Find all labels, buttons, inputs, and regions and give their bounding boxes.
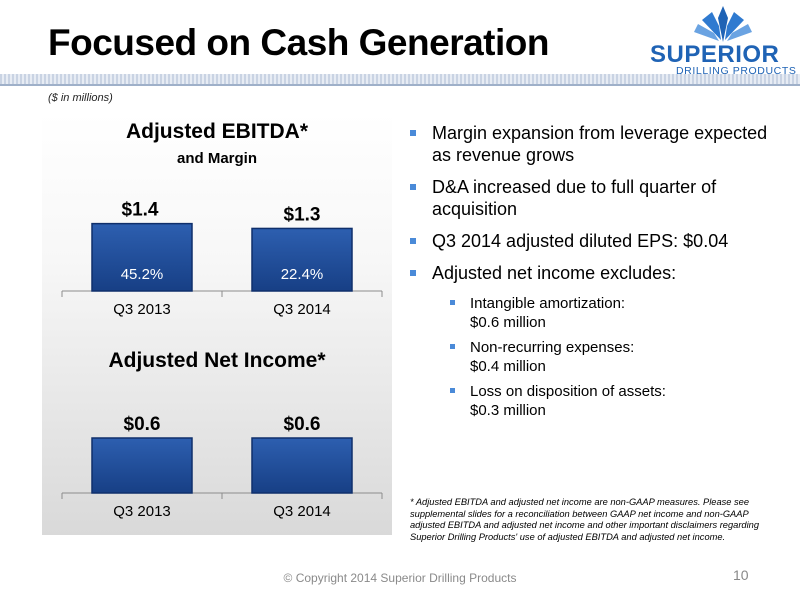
bullet-list: Margin expansion from leverage expected … [410, 122, 790, 426]
page-number: 10 [733, 567, 749, 583]
sub-bullet-line: Loss on disposition of assets: [470, 383, 666, 400]
bullet-item: D&A increased due to full quarter of acq… [410, 176, 790, 220]
x-tick-label: Q3 2014 [273, 503, 331, 520]
sub-bullet-line: $0.3 million [470, 402, 546, 419]
bullet-item: Adjusted net income excludes: [410, 262, 790, 284]
ebitda-chart: $1.4 45.2% Q3 2013 $1.3 22.4% Q3 2014 [61, 173, 383, 423]
bar-value-label: $0.6 [124, 414, 161, 435]
x-tick-label: Q3 2013 [113, 503, 171, 520]
bullet-item: Q3 2014 adjusted diluted EPS: $0.04 [410, 230, 790, 252]
drill-bit-logo-icon [694, 6, 752, 42]
sub-bullet-item: Intangible amortization: $0.6 million [450, 294, 790, 332]
slide-title: Focused on Cash Generation [48, 22, 549, 63]
ebitda-chart-subtitle: and Margin [176, 150, 257, 167]
x-tick-label: Q3 2014 [273, 301, 331, 318]
bar [91, 222, 193, 292]
bar [91, 437, 193, 494]
bullet-item: Margin expansion from leverage expected … [410, 122, 790, 166]
sub-bullet-line: $0.6 million [470, 314, 546, 331]
sub-bullet-line: $0.4 million [470, 358, 546, 375]
bar-margin-label: 22.4% [281, 266, 324, 283]
net-income-chart-svg: $0.6 Q3 2013 $0.6 Q3 2014 [61, 414, 383, 520]
ebitda-chart-svg: $1.4 45.2% Q3 2013 $1.3 22.4% Q3 2014 [61, 200, 383, 318]
sub-bullet-line: Intangible amortization: [470, 295, 626, 312]
x-tick-label: Q3 2013 [113, 301, 171, 318]
sub-bullet-item: Loss on disposition of assets: $0.3 mill… [450, 382, 790, 420]
bar-value-label: $0.6 [284, 414, 321, 435]
net-income-chart-title: Adjusted Net Income* [108, 349, 326, 372]
bar [251, 227, 353, 292]
bar [251, 437, 353, 494]
sub-bullet-line: Non-recurring expenses: [470, 339, 635, 356]
units-note: ($ in millions) [48, 92, 113, 104]
copyright: © Copyright 2014 Superior Drilling Produ… [283, 571, 517, 585]
footnote: * Adjusted EBITDA and adjusted net incom… [410, 497, 759, 542]
net-income-chart: $0.6 Q3 2013 $0.6 Q3 2014 [61, 393, 383, 553]
bar-value-label: $1.4 [122, 200, 159, 221]
logo-subtitle: DRILLING PRODUCTS [676, 65, 797, 77]
charts-panel: Adjusted EBITDA* and Margin Adjusted Net… [42, 113, 392, 535]
title-divider-line [0, 84, 800, 86]
ebitda-chart-title: Adjusted EBITDA* [125, 120, 308, 143]
bar-margin-label: 45.2% [121, 266, 164, 283]
bar-value-label: $1.3 [284, 204, 321, 225]
sub-bullet-item: Non-recurring expenses: $0.4 million [450, 338, 790, 376]
company-logo: SUPERIOR DRILLING PRODUCTS [640, 4, 800, 77]
title-divider [0, 74, 800, 84]
logo-name: SUPERIOR [650, 41, 780, 68]
